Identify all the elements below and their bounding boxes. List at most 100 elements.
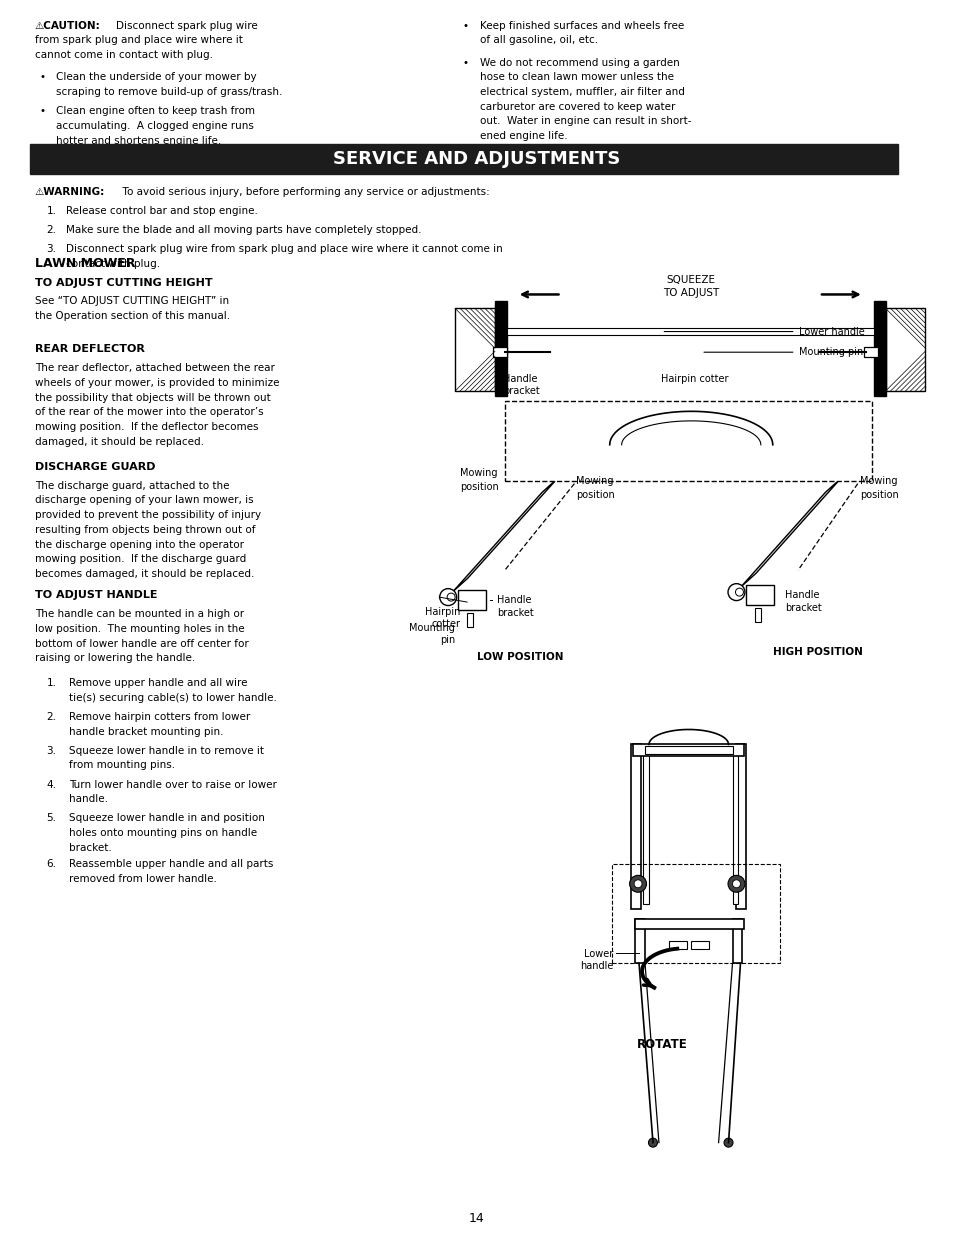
- Text: mowing position.  If the discharge guard: mowing position. If the discharge guard: [34, 555, 246, 564]
- Text: cannot come in contact with plug.: cannot come in contact with plug.: [34, 51, 213, 61]
- Bar: [612, 864, 780, 963]
- Bar: [633, 745, 743, 756]
- Text: LOW POSITION: LOW POSITION: [476, 652, 563, 662]
- Text: out.  Water in engine can result in short-: out. Water in engine can result in short…: [479, 116, 691, 126]
- Text: position: position: [859, 490, 898, 500]
- Text: 6.: 6.: [47, 860, 56, 869]
- Circle shape: [727, 584, 744, 600]
- Text: Lower handle: Lower handle: [798, 326, 863, 337]
- Bar: [467, 613, 473, 627]
- Text: ⚠CAUTION:: ⚠CAUTION:: [34, 21, 100, 31]
- Text: Make sure the blade and all moving parts have completely stopped.: Make sure the blade and all moving parts…: [67, 225, 421, 235]
- Bar: [635, 919, 743, 929]
- Text: hose to clean lawn mower unless the: hose to clean lawn mower unless the: [479, 73, 673, 83]
- Text: ROTATE: ROTATE: [636, 1039, 686, 1051]
- Text: SERVICE AND ADJUSTMENTS: SERVICE AND ADJUSTMENTS: [333, 151, 620, 168]
- Text: the possibility that objects will be thrown out: the possibility that objects will be thr…: [34, 393, 270, 403]
- Circle shape: [439, 589, 456, 605]
- Text: •: •: [39, 106, 46, 116]
- Text: low position.  The mounting holes in the: low position. The mounting holes in the: [34, 624, 244, 634]
- Text: 4.: 4.: [47, 779, 56, 789]
- Text: •: •: [39, 73, 46, 83]
- Bar: [732, 919, 741, 963]
- Text: 3.: 3.: [47, 245, 56, 254]
- Text: from mounting pins.: from mounting pins.: [70, 761, 175, 771]
- Text: HIGH POSITION: HIGH POSITION: [773, 647, 862, 657]
- Text: 14: 14: [469, 1213, 484, 1225]
- Circle shape: [629, 876, 646, 892]
- Circle shape: [648, 1139, 657, 1147]
- Text: SQUEEZE: SQUEEZE: [666, 274, 715, 284]
- Circle shape: [634, 879, 641, 888]
- Text: Mowing: Mowing: [459, 468, 497, 478]
- Text: bottom of lower handle are off center for: bottom of lower handle are off center fo…: [34, 638, 248, 648]
- Text: Squeeze lower handle in to remove it: Squeeze lower handle in to remove it: [70, 746, 264, 756]
- Text: of all gasoline, oil, etc.: of all gasoline, oil, etc.: [479, 36, 598, 46]
- Bar: [644, 746, 732, 755]
- Text: TO ADJUST CUTTING HEIGHT: TO ADJUST CUTTING HEIGHT: [34, 278, 212, 288]
- Bar: [493, 347, 506, 357]
- Text: To avoid serious injury, before performing any service or adjustments:: To avoid serious injury, before performi…: [116, 186, 489, 196]
- Text: ened engine life.: ened engine life.: [479, 131, 567, 141]
- Bar: [631, 745, 640, 909]
- Text: LAWN MOWER: LAWN MOWER: [34, 257, 135, 269]
- Text: damaged, it should be replaced.: damaged, it should be replaced.: [34, 437, 203, 447]
- Text: Keep finished surfaces and wheels free: Keep finished surfaces and wheels free: [479, 21, 683, 31]
- Bar: [506, 329, 873, 335]
- Text: Mounting pin: Mounting pin: [798, 347, 862, 357]
- Text: DISCHARGE GUARD: DISCHARGE GUARD: [34, 462, 155, 472]
- Text: Hairpin cotter: Hairpin cotter: [660, 374, 728, 384]
- Text: holes onto mounting pins on handle: holes onto mounting pins on handle: [70, 829, 257, 839]
- Text: Remove upper handle and all wire: Remove upper handle and all wire: [70, 678, 248, 688]
- Bar: [635, 919, 644, 963]
- Circle shape: [735, 588, 742, 597]
- Circle shape: [732, 879, 740, 888]
- Text: Remove hairpin cotters from lower: Remove hairpin cotters from lower: [70, 711, 251, 721]
- Text: position: position: [576, 490, 615, 500]
- Text: removed from lower handle.: removed from lower handle.: [70, 874, 217, 884]
- Text: 2.: 2.: [47, 711, 56, 721]
- Text: ⚠WARNING:: ⚠WARNING:: [34, 186, 105, 196]
- Bar: [455, 309, 495, 391]
- Text: Disconnect spark plug wire from spark plug and place wire where it cannot come i: Disconnect spark plug wire from spark pl…: [67, 245, 502, 254]
- Text: the Operation section of this manual.: the Operation section of this manual.: [34, 311, 230, 321]
- Text: from spark plug and place wire where it: from spark plug and place wire where it: [34, 36, 242, 46]
- Text: contact with plug.: contact with plug.: [67, 259, 160, 269]
- Text: •: •: [461, 21, 468, 31]
- Text: Mounting
pin: Mounting pin: [409, 622, 455, 646]
- Bar: [690, 941, 708, 948]
- Text: raising or lowering the handle.: raising or lowering the handle.: [34, 653, 194, 663]
- Polygon shape: [453, 479, 557, 592]
- Text: We do not recommend using a garden: We do not recommend using a garden: [479, 58, 679, 68]
- Text: of the rear of the mower into the operator’s: of the rear of the mower into the operat…: [34, 408, 263, 417]
- Text: becomes damaged, it should be replaced.: becomes damaged, it should be replaced.: [34, 569, 253, 579]
- Text: 3.: 3.: [47, 746, 56, 756]
- Bar: [668, 941, 686, 948]
- Circle shape: [447, 593, 455, 601]
- Bar: [732, 750, 738, 904]
- Text: mowing position.  If the deflector becomes: mowing position. If the deflector become…: [34, 422, 258, 432]
- Text: handle.: handle.: [70, 794, 109, 804]
- Text: Release control bar and stop engine.: Release control bar and stop engine.: [67, 206, 258, 216]
- Text: Disconnect spark plug wire: Disconnect spark plug wire: [116, 21, 257, 31]
- Text: See “TO ADJUST CUTTING HEIGHT” in: See “TO ADJUST CUTTING HEIGHT” in: [34, 296, 229, 306]
- Text: •: •: [461, 58, 468, 68]
- Bar: [30, 144, 897, 174]
- Text: electrical system, muffler, air filter and: electrical system, muffler, air filter a…: [479, 86, 684, 98]
- Text: Clean engine often to keep trash from: Clean engine often to keep trash from: [56, 106, 255, 116]
- Bar: [745, 585, 774, 605]
- Text: The discharge guard, attached to the: The discharge guard, attached to the: [34, 480, 229, 490]
- Bar: [495, 301, 506, 396]
- Text: Handle
bracket: Handle bracket: [784, 590, 821, 613]
- Text: provided to prevent the possibility of injury: provided to prevent the possibility of i…: [34, 510, 260, 520]
- Text: 1.: 1.: [47, 206, 56, 216]
- Text: TO ADJUST HANDLE: TO ADJUST HANDLE: [34, 590, 157, 600]
- Bar: [873, 301, 884, 396]
- Polygon shape: [740, 479, 840, 587]
- Text: tie(s) securing cable(s) to lower handle.: tie(s) securing cable(s) to lower handle…: [70, 693, 277, 703]
- Text: scraping to remove build-up of grass/trash.: scraping to remove build-up of grass/tra…: [56, 86, 282, 98]
- Text: accumulating.  A clogged engine runs: accumulating. A clogged engine runs: [56, 121, 254, 131]
- Text: 5.: 5.: [47, 814, 56, 824]
- Text: hotter and shortens engine life.: hotter and shortens engine life.: [56, 136, 221, 146]
- Text: Mowing: Mowing: [576, 475, 614, 485]
